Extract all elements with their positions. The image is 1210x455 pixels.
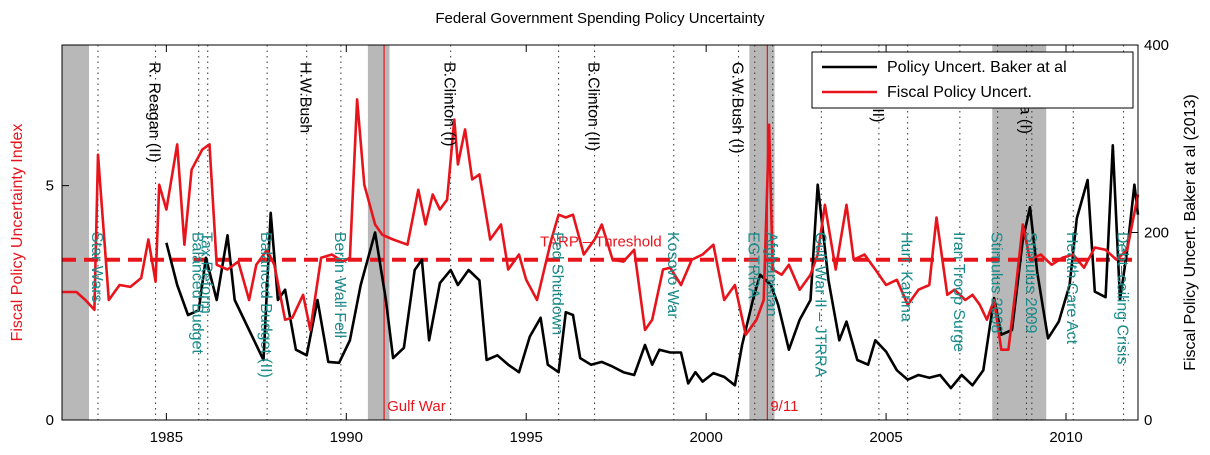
y-tick-label: 0 <box>46 412 54 429</box>
recession-band <box>367 45 390 420</box>
x-tick-label: 2000 <box>689 429 722 446</box>
president-label: R. Reagan (II) <box>146 62 163 162</box>
president-label: G.W.Bush (I) <box>729 62 746 154</box>
x-tick-label: 2010 <box>1049 429 1082 446</box>
series-line <box>62 98 1140 351</box>
y2-axis-label: Fiscal Policy Uncert. Baker at al (2013) <box>1182 94 1199 371</box>
legend-label: Fiscal Policy Uncert. <box>887 84 1032 101</box>
y2-tick-label: 400 <box>1144 37 1169 54</box>
president-label: B.Clinton (I) <box>441 62 458 146</box>
legend-label: Policy Uncert. Baker at al <box>887 59 1067 76</box>
y-tick-label: 5 <box>46 178 54 195</box>
event-label: Berlin Wall Fell <box>331 232 348 338</box>
event-label: Tax Reform <box>198 232 215 314</box>
event-label: Hurr. Katrina <box>898 232 915 322</box>
president-label: B.Clinton (II) <box>585 62 602 151</box>
x-tick-label: 1985 <box>150 429 183 446</box>
threshold-label: TARP – Threshold <box>540 234 662 251</box>
x-tick-label: 2005 <box>869 429 902 446</box>
event-label: Debt–ceiling Crisis <box>1114 232 1131 365</box>
event-label: Stimulus 2009 <box>1022 232 1039 333</box>
recession-band <box>749 45 775 420</box>
y2-tick-label: 0 <box>1144 412 1152 429</box>
event-label: Stimulus 2008 <box>988 232 1005 333</box>
recession-band <box>62 45 89 420</box>
event-label: Iran Troop Surge <box>950 232 967 352</box>
event-label: Balanced Budget (II) <box>257 232 274 378</box>
event-label: Kosovo War <box>664 232 681 319</box>
event-label: Balanced Budget <box>189 232 206 354</box>
event-label: Health Care Act <box>1063 232 1080 345</box>
legend-box <box>811 51 1134 109</box>
x-tick-label: 1990 <box>330 429 363 446</box>
x-tick-label: 1995 <box>510 429 543 446</box>
president-label: H.W.Bush <box>297 62 314 133</box>
event-label: Fed Shutdown <box>549 232 566 335</box>
shock-label: 9/11 <box>770 398 798 415</box>
event-label: EGTRRA <box>745 232 762 299</box>
y2-tick-label: 200 <box>1144 225 1169 242</box>
shock-label: Gulf War <box>387 398 446 415</box>
event-label: Gulf War II – JTRRA <box>811 232 828 378</box>
event-label: Afghanistan <box>763 232 780 317</box>
event-label: Star Wars <box>88 232 105 303</box>
y-axis-label: Fiscal Policy Uncertainty Index <box>9 124 26 342</box>
chart-title: Federal Government Spending Policy Uncer… <box>435 10 765 27</box>
